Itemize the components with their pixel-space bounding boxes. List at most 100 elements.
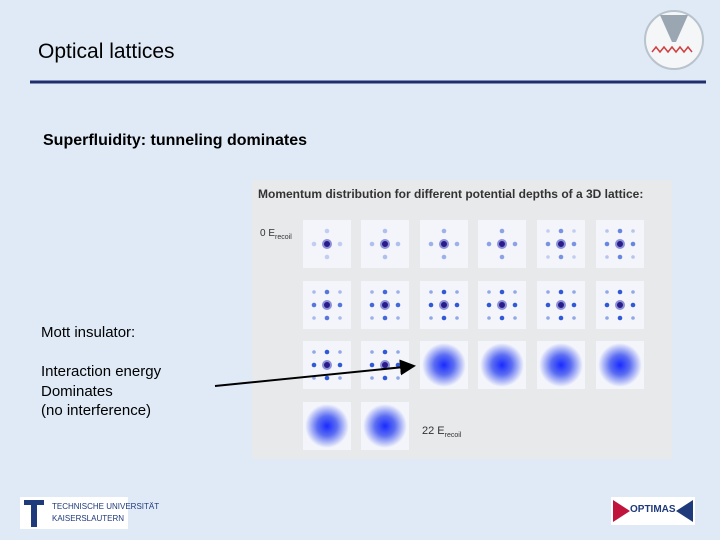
side-peak bbox=[312, 290, 316, 294]
figure-label: 0 Erecoil bbox=[260, 228, 292, 241]
side-peak bbox=[572, 316, 576, 320]
side-peak bbox=[428, 241, 434, 247]
side-peak bbox=[429, 316, 433, 320]
side-peak bbox=[499, 254, 505, 260]
side-peak bbox=[630, 302, 636, 308]
diffuse-peak bbox=[363, 404, 407, 448]
side-peak bbox=[605, 229, 609, 233]
side-peak bbox=[337, 302, 343, 308]
text-line: Interaction energy bbox=[41, 363, 162, 380]
side-peak bbox=[605, 316, 609, 320]
side-peak bbox=[631, 255, 635, 259]
central-peak bbox=[322, 239, 332, 249]
arrow bbox=[214, 359, 416, 387]
side-peak bbox=[571, 241, 577, 247]
mott-text: Interaction energy Dominates (no interfe… bbox=[41, 362, 161, 421]
side-peak bbox=[499, 289, 505, 295]
side-peak bbox=[395, 302, 401, 308]
central-peak bbox=[380, 300, 390, 310]
side-peak bbox=[429, 290, 433, 294]
tu-logo-text: TECHNISCHE UNIVERSITÄT KAISERSLAUTERN bbox=[52, 501, 159, 525]
side-peak bbox=[558, 254, 564, 260]
side-peak bbox=[338, 350, 342, 354]
side-peak bbox=[311, 302, 317, 308]
optimas-logo-mark bbox=[676, 500, 693, 522]
side-peak bbox=[396, 290, 400, 294]
mott-label: Mott insulator: bbox=[41, 324, 136, 341]
logo-line: KAISERSLAUTERN bbox=[52, 514, 125, 523]
diffuse-peak bbox=[598, 343, 642, 387]
side-peak bbox=[312, 316, 316, 320]
central-peak bbox=[615, 239, 625, 249]
label-sub: recoil bbox=[275, 234, 292, 241]
side-peak bbox=[617, 228, 623, 234]
figure-label: 22 Erecoil bbox=[422, 425, 461, 439]
side-peak bbox=[337, 362, 343, 368]
side-peak bbox=[499, 228, 505, 234]
heading: Superfluidity: tunneling dominates bbox=[43, 132, 307, 149]
central-peak bbox=[556, 239, 566, 249]
diffuse-peak bbox=[305, 404, 349, 448]
side-peak bbox=[455, 316, 459, 320]
side-peak bbox=[513, 316, 517, 320]
side-peak bbox=[454, 241, 460, 247]
side-peak bbox=[487, 290, 491, 294]
side-peak bbox=[369, 362, 375, 368]
side-peak bbox=[382, 289, 388, 295]
side-peak bbox=[441, 315, 447, 321]
side-peak bbox=[455, 290, 459, 294]
central-peak bbox=[497, 300, 507, 310]
side-peak bbox=[546, 229, 550, 233]
side-peak bbox=[546, 290, 550, 294]
side-peak bbox=[395, 241, 401, 247]
central-peak bbox=[380, 239, 390, 249]
side-peak bbox=[311, 241, 317, 247]
central-peak bbox=[497, 239, 507, 249]
side-peak bbox=[338, 376, 342, 380]
central-peak bbox=[615, 300, 625, 310]
side-peak bbox=[513, 290, 517, 294]
diffuse-peak bbox=[539, 343, 583, 387]
diffuse-peak bbox=[422, 343, 466, 387]
side-peak bbox=[572, 229, 576, 233]
central-peak bbox=[439, 239, 449, 249]
side-peak bbox=[545, 241, 551, 247]
side-peak bbox=[572, 255, 576, 259]
side-peak bbox=[441, 228, 447, 234]
side-peak bbox=[454, 302, 460, 308]
side-peak bbox=[605, 290, 609, 294]
side-peak bbox=[486, 302, 492, 308]
side-peak bbox=[324, 315, 330, 321]
side-peak bbox=[324, 375, 330, 381]
label-sub: recoil bbox=[444, 432, 462, 440]
side-peak bbox=[558, 228, 564, 234]
side-peak bbox=[370, 350, 374, 354]
side-peak bbox=[630, 241, 636, 247]
side-peak bbox=[605, 255, 609, 259]
side-peak bbox=[370, 376, 374, 380]
side-peak bbox=[428, 302, 434, 308]
side-peak bbox=[486, 241, 492, 247]
side-peak bbox=[395, 362, 401, 368]
side-peak bbox=[512, 302, 518, 308]
side-peak bbox=[631, 316, 635, 320]
image-grid bbox=[303, 220, 644, 450]
side-peak bbox=[546, 316, 550, 320]
side-peak bbox=[396, 350, 400, 354]
side-peak bbox=[631, 290, 635, 294]
side-peak bbox=[338, 316, 342, 320]
side-peak bbox=[382, 254, 388, 260]
side-peak bbox=[604, 302, 610, 308]
side-peak bbox=[617, 315, 623, 321]
side-peak bbox=[312, 350, 316, 354]
side-peak bbox=[558, 289, 564, 295]
slide-title: Optical lattices bbox=[38, 40, 175, 63]
side-peak bbox=[370, 290, 374, 294]
side-peak bbox=[370, 316, 374, 320]
side-peak bbox=[631, 229, 635, 233]
side-peak bbox=[311, 362, 317, 368]
tu-logo-mark bbox=[24, 500, 44, 527]
side-peak bbox=[558, 315, 564, 321]
side-peak bbox=[382, 315, 388, 321]
